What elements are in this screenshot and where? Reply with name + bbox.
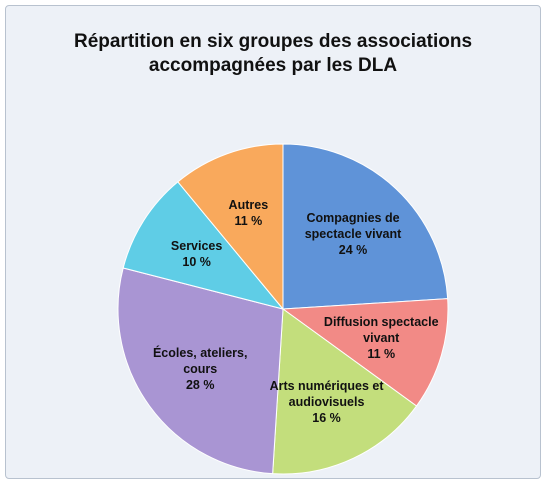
category-label: Écoles, ateliers, cours [152,346,248,377]
category-label: Autres [228,197,269,212]
value-label: 11 % [234,213,263,228]
slice-label: Autres 11 % [188,197,308,229]
pie-slice [281,298,449,407]
slice-label: Arts numériques et audiovisuels 16 % [267,378,387,426]
pie-slice [282,143,449,310]
pie-slice [177,143,284,311]
category-label: Compagnies de spectacle vivant [304,211,402,242]
slice-label: Services 10 % [137,238,257,270]
value-label: 16 % [312,410,341,425]
pie-slice [122,181,285,310]
pie-slice [117,267,284,475]
pie-slice [272,308,418,475]
value-label: 10 % [182,255,211,270]
chart-title: Répartition en six groupes des associati… [73,31,473,76]
category-label: Services [170,239,223,254]
slice-label: Écoles, ateliers, cours 28 % [140,345,260,393]
category-label: Arts numériques et audiovisuels [269,378,384,409]
value-label: 11 % [367,346,396,361]
value-label: 24 % [338,243,368,258]
slice-label: Compagnies de spectacle vivant 24 % [293,210,413,258]
category-label: Diffusion spectacle vivant [323,314,439,345]
value-label: 28 % [185,378,215,393]
slice-label: Diffusion spectacle vivant 11 % [321,314,441,362]
